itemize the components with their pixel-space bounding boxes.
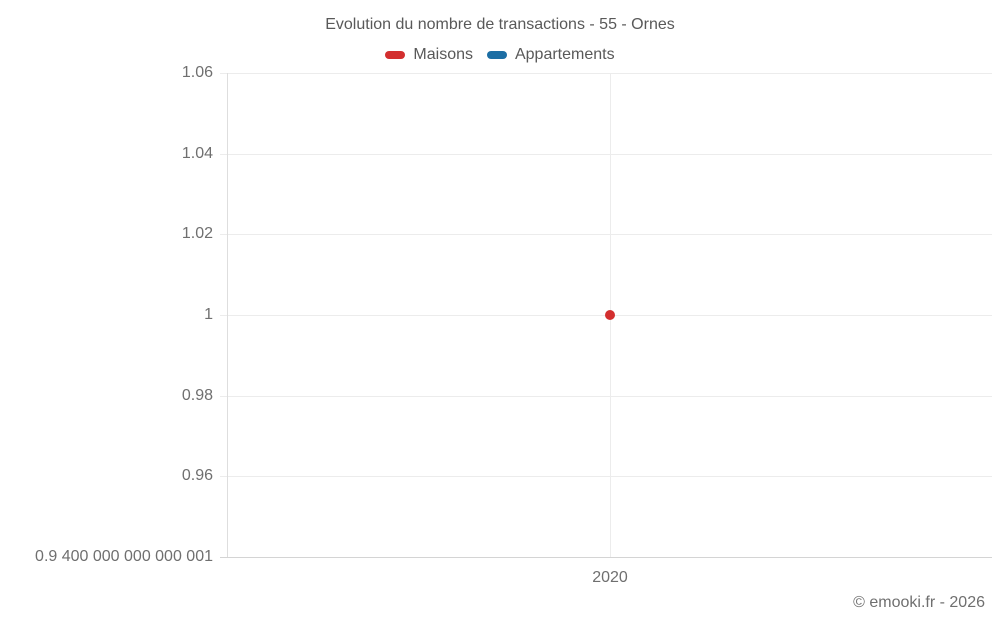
legend-label-maisons: Maisons: [413, 46, 473, 63]
y-tick-label: 1.04: [181, 145, 213, 162]
y-tick-label: 1.02: [181, 225, 213, 242]
y-tick-label: 0.9 400 000 000 000 001: [35, 548, 213, 565]
attribution: © emooki.fr - 2026: [853, 594, 985, 611]
legend-label-appartements: Appartements: [514, 46, 615, 63]
legend: Maisons Appartements: [0, 45, 1000, 65]
maisons-swatch-icon: [385, 51, 406, 59]
y-gridline: [220, 73, 992, 74]
y-axis-line: [227, 73, 228, 557]
data-point-maisons[interactable]: [605, 310, 615, 320]
y-gridline: [220, 154, 992, 155]
y-tick-label: 0.96: [181, 467, 213, 484]
chart-title: Evolution du nombre de transactions - 55…: [325, 16, 675, 33]
x-axis-line: [220, 557, 992, 558]
y-gridline: [220, 396, 992, 397]
y-gridline: [220, 476, 992, 477]
y-tick-label: 0.98: [181, 387, 213, 404]
y-gridline: [220, 234, 992, 235]
appartements-swatch-icon: [486, 51, 507, 59]
y-tick-label: 1.06: [181, 64, 213, 81]
legend-item-maisons[interactable]: Maisons: [385, 45, 473, 65]
legend-item-appartements[interactable]: Appartements: [486, 45, 615, 65]
y-tick-label: 1: [204, 306, 213, 323]
x-tick-label: 2020: [592, 569, 628, 586]
